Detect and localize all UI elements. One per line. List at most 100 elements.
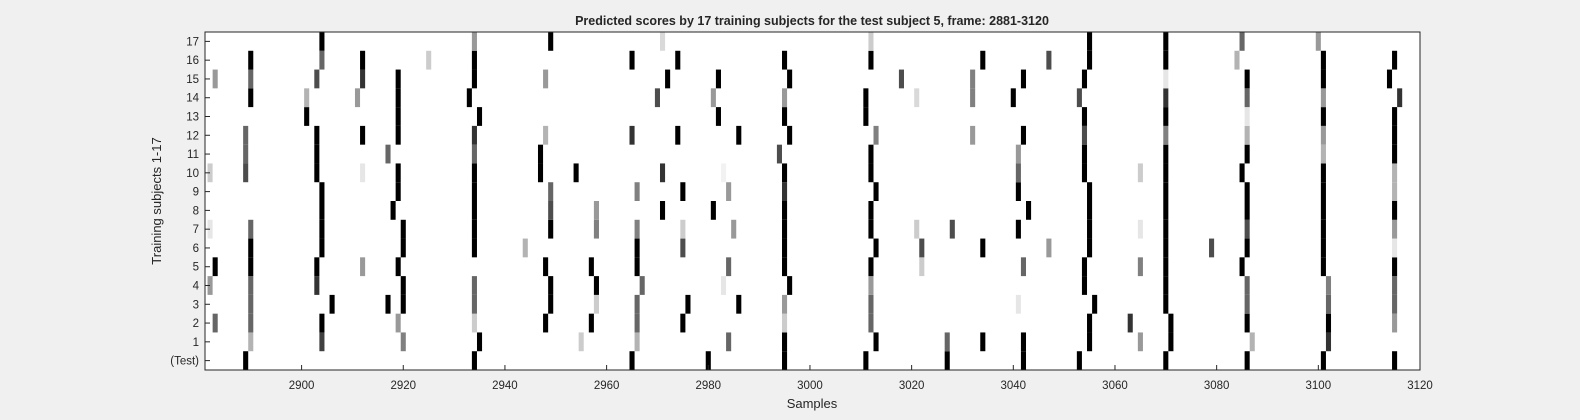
heatmap-cell — [782, 182, 788, 201]
heatmap-cell — [720, 276, 727, 295]
heatmap-cell — [787, 125, 793, 145]
heatmap-cell — [395, 313, 401, 333]
x-tick-label: 2960 — [594, 380, 620, 392]
y-tick-label: 8 — [193, 205, 199, 217]
heatmap-cell — [1392, 107, 1398, 126]
heatmap-cell — [868, 163, 874, 183]
heatmap-cell — [634, 238, 640, 258]
heatmap-cell — [1087, 182, 1093, 201]
heatmap-cell — [395, 69, 401, 89]
heatmap-cell — [787, 69, 793, 89]
heatmap-cell — [1081, 69, 1088, 89]
heatmap-cell — [868, 32, 874, 51]
heatmap-cell — [919, 238, 925, 258]
heatmap-cell — [675, 125, 681, 145]
heatmap-cell — [548, 201, 554, 220]
heatmap-cell — [466, 88, 472, 108]
x-tick-label: 3120 — [1407, 380, 1433, 392]
heatmap-cell — [471, 351, 477, 370]
heatmap-cell — [705, 351, 711, 370]
heatmap-cell — [1244, 88, 1250, 108]
heatmap-cell — [782, 219, 788, 239]
heatmap-cell — [248, 238, 254, 258]
heatmap-cell — [543, 257, 549, 277]
heatmap-cell — [634, 332, 640, 352]
heatmap-cell — [1392, 201, 1398, 220]
heatmap-cell — [680, 238, 686, 258]
heatmap-cell — [1137, 257, 1143, 277]
heatmap-cell — [1392, 219, 1398, 239]
heatmap-cell — [1392, 257, 1398, 277]
heatmap-cell — [319, 238, 325, 258]
heatmap-cell — [710, 201, 716, 220]
heatmap-cell — [588, 313, 594, 333]
heatmap-cell — [1320, 107, 1326, 126]
heatmap-cell — [360, 125, 366, 145]
heatmap-cell — [426, 50, 432, 70]
heatmap-cell — [873, 332, 879, 352]
heatmap-cell — [914, 219, 920, 239]
heatmap-cell — [1320, 88, 1326, 108]
heatmap-cell — [1325, 313, 1332, 333]
heatmap-cell — [1163, 201, 1169, 220]
heatmap-cell — [400, 276, 406, 295]
heatmap-cell — [873, 238, 879, 258]
heatmap-cell — [715, 107, 721, 126]
heatmap-cell — [354, 88, 361, 108]
heatmap-cell — [863, 107, 869, 126]
heatmap-cell — [1244, 107, 1250, 126]
heatmap-cell — [782, 332, 788, 352]
heatmap-cell — [1046, 50, 1052, 70]
heatmap-cell — [634, 219, 640, 239]
heatmap-cell — [314, 163, 320, 183]
heatmap-cell — [782, 88, 788, 108]
heatmap-cell — [588, 257, 594, 277]
heatmap-cell — [1015, 294, 1021, 314]
heatmap-cell — [1020, 257, 1027, 277]
heatmap-cell — [243, 144, 249, 164]
heatmap-cell — [1244, 144, 1250, 164]
heatmap-cell — [1020, 351, 1027, 370]
heatmap-cell — [471, 238, 477, 258]
y-tick-label: 17 — [186, 36, 199, 48]
heatmap-cell — [782, 257, 788, 277]
heatmap-cell — [1046, 238, 1052, 258]
heatmap-cell — [680, 182, 686, 201]
heatmap-cell — [1092, 294, 1098, 314]
heatmap-cell — [212, 257, 218, 277]
heatmap-cell — [248, 69, 254, 89]
heatmap-cell — [395, 257, 401, 277]
heatmap-cell — [319, 32, 325, 51]
heatmap-cell — [548, 32, 554, 51]
heatmap-cell — [863, 88, 869, 108]
heatmap-cell — [710, 88, 716, 108]
x-axis-ticks: 2900 2920 2940 2960 2980 3000 3020 3040 3060 3080… — [289, 365, 1433, 392]
heatmap-cell — [400, 219, 406, 239]
y-tick-label: 5 — [193, 262, 199, 274]
heatmap-cell — [1392, 163, 1398, 183]
heatmap-cell — [1081, 125, 1088, 145]
heatmap-cell — [319, 50, 325, 70]
heatmap-cell — [949, 219, 955, 239]
heatmap-cell — [1392, 238, 1398, 258]
heatmap-cell — [1163, 276, 1169, 295]
heatmap-cell — [782, 313, 788, 333]
heatmap-cell — [304, 88, 310, 108]
heatmap-cell — [248, 219, 254, 239]
heatmap-cell — [1163, 50, 1169, 70]
heatmap-cell — [548, 219, 554, 239]
heatmap-cell — [680, 313, 686, 333]
heatmap-cell — [720, 163, 727, 183]
heatmap-cell — [1081, 107, 1088, 126]
heatmap-cell — [548, 276, 554, 295]
x-tick-label: 2980 — [695, 380, 721, 392]
heatmap-cell — [207, 276, 213, 295]
heatmap-cell — [863, 351, 869, 370]
heatmap-cell — [726, 182, 732, 201]
heatmap-cell — [471, 276, 477, 295]
heatmap-cell — [243, 163, 249, 183]
heatmap-cell — [1320, 125, 1326, 145]
heatmap-cell — [680, 219, 686, 239]
heatmap-cell — [314, 144, 320, 164]
